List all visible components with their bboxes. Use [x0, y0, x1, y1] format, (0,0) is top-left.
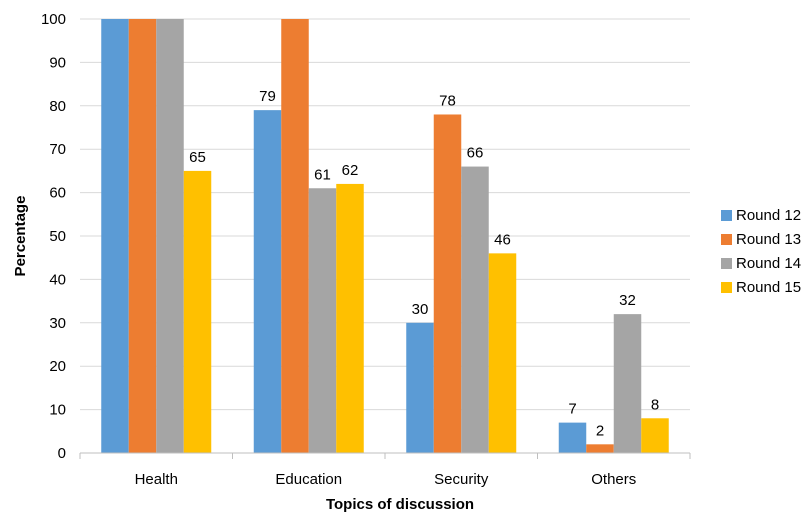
bar-round-15-education — [336, 183, 364, 454]
data-label: 7 — [568, 401, 576, 418]
bar-round-15-others — [641, 418, 669, 453]
legend-swatch — [721, 210, 732, 221]
legend-swatch — [721, 234, 732, 245]
y-tick-label: 40 — [49, 271, 66, 288]
bar-round-14-others — [613, 314, 642, 453]
legend-label: Round 12 — [736, 207, 801, 224]
y-tick-label: 90 — [49, 54, 66, 71]
bar-round-12-health — [101, 19, 129, 453]
data-label: 30 — [412, 301, 429, 318]
bar-round-15-health — [183, 170, 212, 453]
data-label: 79 — [259, 88, 276, 105]
y-tick-label: 60 — [49, 185, 66, 202]
legend-label: Round 15 — [736, 279, 801, 296]
x-tick-label: Others — [591, 471, 636, 488]
bar-round-13-health — [128, 19, 157, 453]
y-tick-label: 0 — [58, 445, 66, 462]
y-tick-label: 50 — [49, 228, 66, 245]
x-tick-label: Health — [135, 471, 178, 488]
legend-swatch — [721, 282, 732, 293]
bar-round-13-others — [586, 444, 614, 453]
bar-round-13-education — [281, 19, 309, 453]
data-label: 62 — [342, 162, 359, 179]
x-tick-labels: Health Education Security Others — [135, 471, 637, 488]
y-tick-label: 70 — [49, 141, 66, 158]
bar-round-14-education — [308, 188, 337, 453]
data-label: 46 — [494, 231, 511, 248]
legend-label: Round 14 — [736, 255, 801, 272]
x-tick-label: Education — [275, 471, 342, 488]
bar-round-12-education — [253, 110, 282, 453]
y-tick-label: 80 — [49, 98, 66, 115]
data-label: 61 — [314, 166, 331, 183]
y-tick-label: 30 — [49, 315, 66, 332]
y-tick-label: 20 — [49, 358, 66, 375]
bar-round-13-security — [433, 114, 462, 453]
bar-round-15-security — [488, 253, 517, 453]
bar-round-14-security — [461, 166, 489, 453]
bar-round-14-health — [156, 19, 184, 453]
y-tick-label: 100 — [41, 11, 66, 28]
legend-label: Round 13 — [736, 231, 801, 248]
legend: Round 12 Round 13 Round 14 Round 15 — [721, 207, 801, 296]
y-tick-labels: 0 10 20 30 40 50 60 70 80 90 100 — [41, 11, 66, 462]
legend-swatch — [721, 258, 732, 269]
axes — [79, 452, 691, 459]
data-label: 78 — [439, 92, 456, 109]
x-tick-label: Security — [434, 471, 489, 488]
data-label: 2 — [596, 422, 604, 439]
data-label: 32 — [619, 292, 636, 309]
data-label: 8 — [651, 396, 659, 413]
bar-round-12-security — [406, 322, 434, 453]
bar-round-12-others — [558, 422, 587, 453]
data-labels: 65 79 61 62 30 78 66 46 7 2 32 8 — [189, 88, 659, 439]
x-axis-title: Topics of discussion — [326, 496, 474, 513]
y-axis-title: Percentage — [12, 196, 29, 277]
data-label: 66 — [467, 145, 484, 162]
y-tick-label: 10 — [49, 402, 66, 419]
data-label: 65 — [189, 149, 206, 166]
bars — [101, 19, 669, 454]
